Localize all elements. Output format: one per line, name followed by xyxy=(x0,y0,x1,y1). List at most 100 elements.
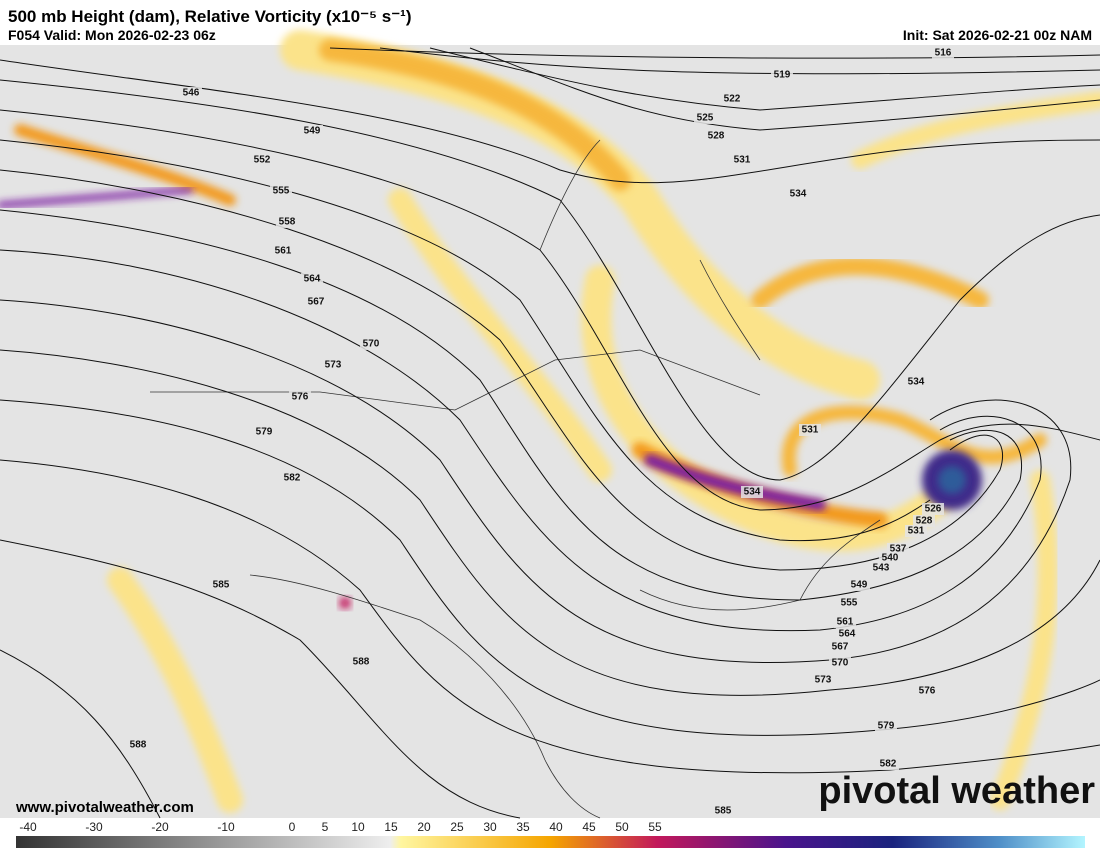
contour-label-bg xyxy=(877,758,899,770)
contour-label-bg xyxy=(799,424,821,436)
contour-label: 549 xyxy=(851,580,868,591)
contour-label: 552 xyxy=(254,155,271,166)
contour-label: 526 xyxy=(925,504,942,515)
contour-label: 576 xyxy=(292,392,309,403)
contour-label: 531 xyxy=(802,425,819,436)
contour-label: 543 xyxy=(873,563,890,574)
colorbar-ticks: -40 -30 -20 -10 0 5 10 15 20 25 30 35 40 45 50 55 xyxy=(19,820,662,834)
coast xyxy=(639,519,881,611)
contour-label: 567 xyxy=(308,297,325,308)
vort-band xyxy=(388,188,612,482)
contour-label-bg xyxy=(741,486,763,498)
contour-label: 561 xyxy=(275,246,292,257)
contour xyxy=(0,209,1022,601)
contour-label: 582 xyxy=(284,473,301,484)
contour xyxy=(0,539,521,819)
contour-label: 573 xyxy=(815,675,832,686)
contour-label-bg xyxy=(834,616,856,628)
contour-label: 567 xyxy=(832,642,849,653)
contour-label-bg xyxy=(721,93,743,105)
border xyxy=(539,139,761,361)
contour-label-bg xyxy=(812,674,834,686)
contour xyxy=(0,169,1004,571)
contour-label: 534 xyxy=(744,487,761,498)
contour xyxy=(0,299,1072,664)
contour xyxy=(0,459,1100,774)
contour-label-bg xyxy=(301,125,323,137)
contour-label-bg xyxy=(322,359,344,371)
contour-label-bg xyxy=(913,515,935,527)
contour-label-bg xyxy=(838,597,860,609)
vort-band xyxy=(0,187,193,208)
contour-label-bg xyxy=(360,338,382,350)
contour-label-bg xyxy=(731,154,753,166)
contour-label: 528 xyxy=(708,131,725,142)
height-contours xyxy=(0,47,1100,819)
colorbar-tick-label: 45 xyxy=(582,820,596,834)
contour-label-bg xyxy=(922,503,944,515)
contour-label-bg xyxy=(916,685,938,697)
contour-label: 579 xyxy=(878,721,895,732)
vort-band xyxy=(644,454,826,511)
contour xyxy=(0,649,161,819)
vort-band xyxy=(990,470,1058,810)
contour-label: 585 xyxy=(213,580,230,591)
contour-label: 585 xyxy=(715,806,732,817)
contour-label: 579 xyxy=(256,427,273,438)
contour xyxy=(0,349,1100,696)
contour-label: 528 xyxy=(916,516,933,527)
contour xyxy=(0,79,1100,481)
contour-label: 582 xyxy=(880,759,897,770)
colorbar-tick-label: -40 xyxy=(19,820,37,834)
title: 500 mb Height (dam), Relative Vorticity … xyxy=(8,7,412,26)
contour-label: 573 xyxy=(325,360,342,371)
vort-band xyxy=(851,91,1100,169)
map: 5165195225255285315345465495525555585615… xyxy=(0,30,1100,819)
contour-label-bg xyxy=(848,579,870,591)
contour-label-bg xyxy=(289,391,311,403)
contour-label: 564 xyxy=(839,629,856,640)
contour xyxy=(0,109,1100,511)
contour-label-bg xyxy=(272,245,294,257)
contour-label-bg xyxy=(829,641,851,653)
contour-label: 555 xyxy=(273,186,290,197)
contour-label-bg xyxy=(829,657,851,669)
vort-band xyxy=(751,257,989,309)
colorbar-tick-label: -10 xyxy=(217,820,235,834)
contour-label-bg xyxy=(870,562,892,574)
contour-label: 564 xyxy=(304,274,321,285)
contour-label: 522 xyxy=(724,94,741,105)
contour-label-bg xyxy=(270,185,292,197)
contour xyxy=(379,47,1100,75)
contour-label: 546 xyxy=(183,88,200,99)
contour xyxy=(0,399,1100,736)
contour-label: 576 xyxy=(919,686,936,697)
vort-band xyxy=(319,39,631,191)
contour-label: 534 xyxy=(908,377,925,388)
website: www.pivotalweather.com xyxy=(15,799,194,816)
contour-label-bg xyxy=(253,426,275,438)
contour-label: 588 xyxy=(353,657,370,668)
colorbar-tick-label: 0 xyxy=(289,820,296,834)
contour-label-bg xyxy=(251,154,273,166)
contour-label: 561 xyxy=(837,617,854,628)
vort-max xyxy=(938,466,966,494)
contour-label: 588 xyxy=(130,740,147,751)
vort-max xyxy=(339,597,351,609)
contour-label: 519 xyxy=(774,70,791,81)
contour-label: 531 xyxy=(908,526,925,537)
colorbar-tick-label: 15 xyxy=(384,820,398,834)
contour-label-bg xyxy=(875,720,897,732)
contour-label-bg xyxy=(905,376,927,388)
colorbar-tick-label: 40 xyxy=(549,820,563,834)
contour-label: 516 xyxy=(935,48,952,59)
contour-label: 537 xyxy=(890,544,907,555)
border xyxy=(249,574,601,819)
contour-label-bg xyxy=(694,112,716,124)
contour-label: 570 xyxy=(832,658,849,669)
contour-label-bg xyxy=(771,69,793,81)
contour-label-bg xyxy=(276,216,298,228)
contour-label-bg xyxy=(712,805,734,817)
colorbar-tick-label: -20 xyxy=(151,820,169,834)
init-time: Init: Sat 2026-02-21 00z NAM xyxy=(903,27,1092,43)
